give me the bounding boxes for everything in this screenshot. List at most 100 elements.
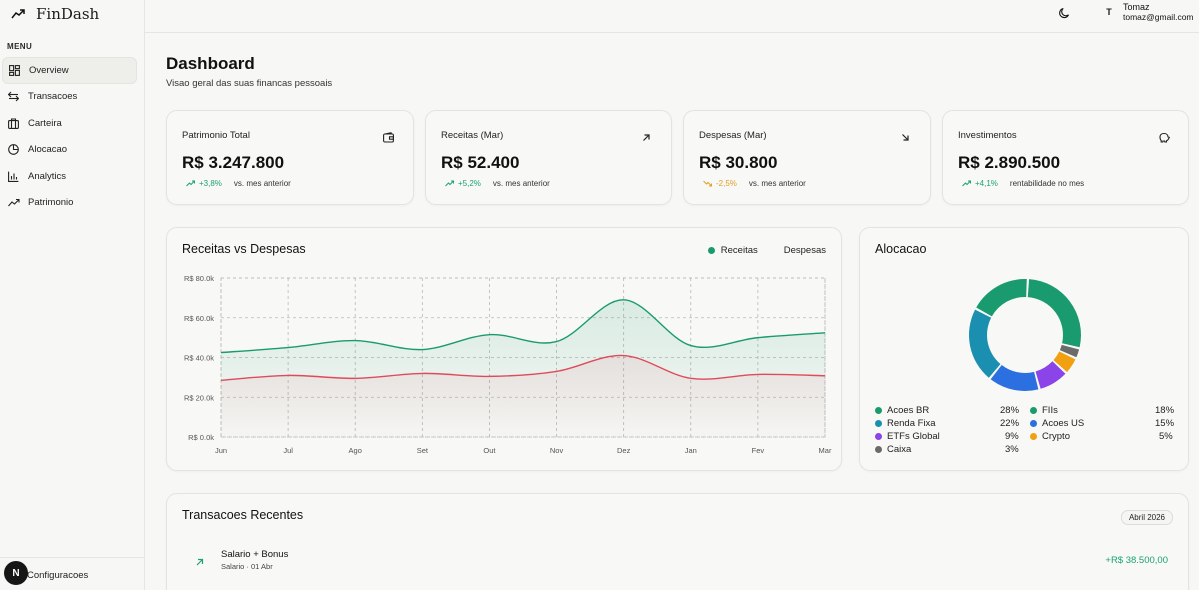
n-badge[interactable]: N: [4, 561, 28, 585]
donut-slice-acoes-us[interactable]: [990, 365, 1039, 391]
legend-pct: 9%: [1005, 431, 1019, 442]
legend-label: Caixa: [887, 444, 912, 455]
page-subtitle: Visao geral das suas financas pessoais: [166, 78, 333, 89]
stat-value: R$ 2.890.500: [958, 153, 1061, 172]
page-title: Dashboard: [166, 54, 255, 73]
legend-item: Caixa: [875, 443, 911, 456]
legend-label: ETFs Global: [887, 431, 940, 442]
allocation-card: Alocacao Acoes BR 28% FIIs 18% Renda Fix…: [859, 227, 1189, 471]
x-tick-label: Set: [417, 446, 429, 455]
stat-title: Receitas (Mar): [441, 130, 504, 141]
stat-delta: +4,1%: [975, 179, 998, 188]
sidebar-item-label: Analytics: [28, 170, 67, 182]
sidebar-item-label: Patrimonio: [28, 197, 74, 209]
donut-slice-renda-fixa[interactable]: [969, 309, 1001, 378]
legend-dot: [1030, 433, 1037, 440]
x-tick-label: Fev: [752, 446, 765, 455]
y-tick-label: R$ 0.0k: [188, 433, 214, 442]
legend-despesas[interactable]: Despesas: [783, 245, 826, 256]
user-email: tomaz@gmail.com: [1123, 12, 1194, 22]
trend-up-icon: [962, 180, 971, 187]
transaction-sub: Salario · 01 Abr: [221, 562, 273, 571]
moon-icon[interactable]: [1059, 6, 1073, 20]
stat-card-patrimonio: Patrimonio Total R$ 3.247.800 +3,8% vs. …: [166, 110, 414, 205]
stat-card-receitas: Receitas (Mar) R$ 52.400 +5,2% vs. mes a…: [425, 110, 672, 205]
stat-note: vs. mes anterior: [492, 179, 550, 188]
legend-dot: [1030, 420, 1037, 427]
brand[interactable]: FinDash: [8, 4, 99, 24]
sidebar-item-patrimonio[interactable]: Patrimonio: [2, 190, 137, 217]
legend-label: FIIs: [1042, 405, 1058, 416]
x-tick-label: Dez: [617, 446, 631, 455]
legend-pct: 22%: [1000, 418, 1020, 429]
legend-pct: 18%: [1155, 405, 1175, 416]
legend-pct: 28%: [1000, 405, 1020, 416]
pie-icon: [7, 143, 20, 156]
sidebar-item-carteira[interactable]: Carteira: [2, 110, 137, 137]
sidebar: FinDash MENU Overview Transacoes Carteir…: [0, 0, 145, 590]
sidebar-item-analytics[interactable]: Analytics: [2, 163, 137, 190]
donut-slice-acoes-br[interactable]: [1027, 279, 1081, 348]
stat-delta: -2,5%: [716, 179, 737, 188]
legend-item: ETFs Global: [875, 430, 940, 443]
stat-delta: +3,8%: [199, 179, 222, 188]
piggy-bank-icon: [1158, 130, 1171, 143]
stat-value: R$ 30.800: [699, 153, 778, 172]
avatar[interactable]: T: [1106, 7, 1112, 17]
legend-item: Acoes US: [1030, 417, 1084, 430]
x-tick-label: Jun: [215, 446, 227, 455]
series-line-despesas: [220, 354, 826, 382]
legend-label: Renda Fixa: [887, 418, 936, 429]
wallet-icon: [383, 130, 394, 143]
x-tick-label: Out: [483, 446, 496, 455]
sidebar-item-label: Carteira: [28, 117, 62, 129]
sidebar-item-transacoes[interactable]: Transacoes: [2, 84, 137, 111]
y-tick-label: R$ 60.0k: [184, 314, 214, 323]
sidebar-item-configuracoes[interactable]: Configuracoes: [0, 557, 145, 590]
sidebar-item-label: Transacoes: [28, 91, 78, 103]
stat-note: vs. mes anterior: [233, 179, 291, 188]
donut-slice-fiis[interactable]: [976, 279, 1027, 317]
bar-chart-icon: [7, 170, 20, 183]
chart-title: Receitas vs Despesas: [182, 242, 306, 256]
legend-item: Acoes BR: [875, 404, 929, 417]
stat-note: vs. mes anterior: [748, 179, 806, 188]
trend-up-icon: [186, 180, 195, 187]
sidebar-item-alocacao[interactable]: Alocacao: [2, 137, 137, 164]
chart-legend: Receitas Despesas: [707, 245, 826, 256]
allocation-title: Alocacao: [875, 242, 927, 256]
legend-label: Acoes US: [1042, 418, 1085, 429]
stat-title: Investimentos: [958, 130, 1017, 141]
period-badge[interactable]: Abril 2026: [1120, 510, 1173, 525]
stat-delta: +5,2%: [458, 179, 481, 188]
donut-slice-caixa[interactable]: [1059, 344, 1080, 358]
user-name: Tomaz: [1123, 2, 1150, 12]
y-tick-label: R$ 40.0k: [184, 354, 214, 363]
stat-value: R$ 3.247.800: [182, 153, 285, 172]
legend-dot: [875, 446, 882, 453]
sidebar-nav: Overview Transacoes Carteira Alocacao An…: [2, 57, 137, 216]
transaction-row[interactable]: Salario + Bonus Salario · 01 Abr +R$ 38.…: [187, 548, 1168, 574]
area-despesas: [221, 355, 825, 437]
x-tick-label: Jan: [685, 446, 697, 455]
x-tick-label: Nov: [550, 446, 564, 455]
transactions-card: Transacoes Recentes Abril 2026 Salario +…: [166, 493, 1189, 590]
donut-slice-etfs-global[interactable]: [1035, 361, 1066, 389]
legend-receitas[interactable]: Receitas: [720, 245, 758, 256]
x-tick-label: Jul: [283, 446, 293, 455]
sidebar-item-label: Overview: [29, 64, 69, 76]
x-tick-label: Ago: [349, 446, 362, 455]
legend-dot: [875, 433, 882, 440]
arrow-up-right-icon: [641, 130, 652, 141]
legend-item: Renda Fixa: [875, 417, 936, 430]
sidebar-item-overview[interactable]: Overview: [2, 57, 137, 84]
grid-icon: [8, 64, 21, 77]
y-tick-label: R$ 80.0k: [184, 274, 214, 283]
stat-footer: +5,2% vs. mes anterior: [445, 179, 550, 188]
legend-item: FIIs: [1030, 404, 1058, 417]
stat-title: Patrimonio Total: [182, 130, 250, 141]
trend-down-icon: [703, 180, 712, 187]
donut-slice-crypto[interactable]: [1053, 351, 1076, 373]
area-chart: R$ 0.0k R$ 20.0k R$ 40.0k R$ 60.0k R$ 80.0k J…: [184, 274, 832, 455]
legend-label: Acoes BR: [887, 405, 930, 416]
